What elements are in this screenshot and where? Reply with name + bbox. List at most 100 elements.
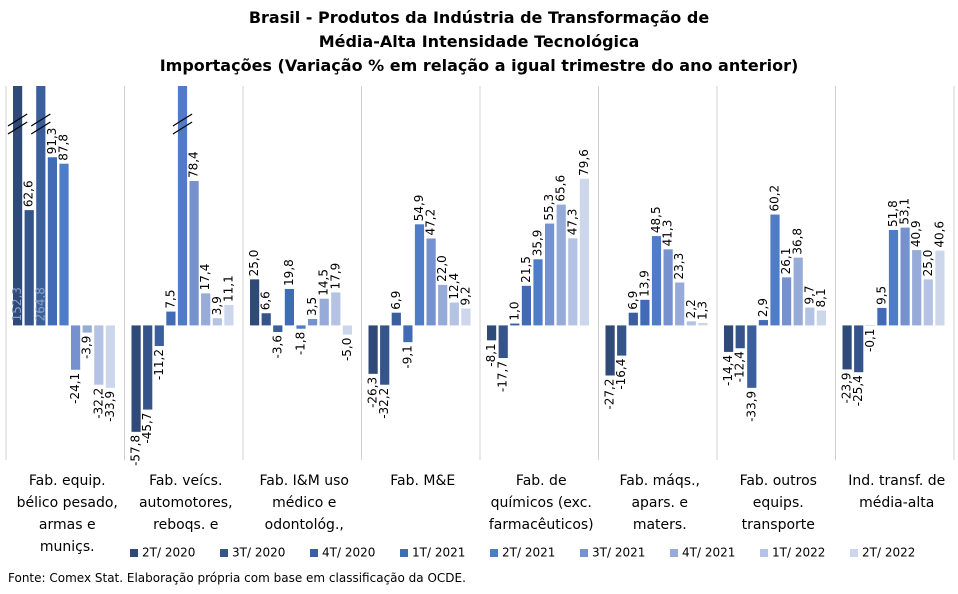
data-label: 17,4 <box>198 264 212 291</box>
data-label: 51,8 <box>886 200 900 227</box>
data-label: -27,2 <box>603 378 617 409</box>
data-label: 54,9 <box>412 195 426 222</box>
data-label: 47,2 <box>424 209 438 236</box>
bar <box>545 223 555 326</box>
x-tick-label: Fab. veícs. automotores, reboqs. e <box>138 473 233 533</box>
x-tick-label: Ind. transf. de média-alta <box>848 473 946 511</box>
data-label: 65,6 <box>554 175 568 202</box>
data-label: 1,0 <box>507 301 521 320</box>
bar <box>628 312 638 326</box>
bar <box>403 325 413 343</box>
bar <box>758 320 768 326</box>
data-label: -17,7 <box>496 361 510 392</box>
legend-swatch <box>490 549 498 557</box>
bar <box>82 325 92 333</box>
data-label: 9,5 <box>874 286 888 305</box>
data-label: 35,9 <box>531 230 545 257</box>
data-label: 17,9 <box>328 263 342 290</box>
data-label: 36,8 <box>791 228 805 255</box>
x-tick-label: Fab. I&M uso médico e odontológ., <box>259 473 349 533</box>
bar <box>212 318 222 326</box>
axis-break <box>7 113 28 127</box>
legend-swatch <box>130 549 138 557</box>
bar <box>36 86 46 326</box>
data-label: -25,4 <box>851 375 865 406</box>
bar <box>449 302 459 326</box>
bar <box>877 307 887 326</box>
bar <box>154 325 164 347</box>
data-label: 22,0 <box>435 255 449 282</box>
data-label: 47,3 <box>565 209 579 236</box>
bar <box>487 325 497 341</box>
data-label: 2,2 <box>684 299 698 318</box>
data-label: 13,9 <box>637 270 651 297</box>
bar <box>617 325 627 356</box>
bar <box>923 279 933 326</box>
bar <box>686 321 696 326</box>
data-label: 21,5 <box>519 256 533 283</box>
bar <box>675 282 685 326</box>
data-label: 8,1 <box>814 288 828 307</box>
bar <box>521 285 531 326</box>
bar <box>94 325 104 385</box>
data-label: -14,4 <box>721 355 735 386</box>
data-label: 79,6 <box>577 149 591 176</box>
bar <box>663 249 673 326</box>
bar <box>747 325 757 388</box>
data-label: 14,5 <box>317 269 331 296</box>
data-label: -5,0 <box>340 338 354 361</box>
data-label: -26,3 <box>366 377 380 408</box>
data-label: 1,3 <box>695 301 709 320</box>
data-label: 6,9 <box>626 291 640 310</box>
data-label: 26,1 <box>779 248 793 275</box>
legend-swatch <box>670 549 678 557</box>
bar <box>556 204 566 326</box>
data-label: -32,2 <box>377 388 391 419</box>
data-label: -3,6 <box>270 335 284 358</box>
data-label: 91,3 <box>45 128 59 155</box>
bar <box>166 311 176 326</box>
data-label: 25,0 <box>247 250 261 277</box>
data-label: 60,2 <box>768 185 782 212</box>
bar <box>510 323 520 326</box>
axis-break <box>30 113 51 127</box>
bar <box>724 325 734 352</box>
bar <box>189 181 199 326</box>
data-label: -9,1 <box>400 345 414 368</box>
bar <box>438 284 448 326</box>
data-label: -23,9 <box>840 372 854 403</box>
data-label: 78,4 <box>187 151 201 178</box>
data-label: 25,0 <box>921 250 935 277</box>
legend-label: 2T/ 2021 <box>502 546 555 560</box>
data-label: 12,4 <box>447 273 461 300</box>
data-label: 7,5 <box>163 290 177 309</box>
legend-label: 3T/ 2021 <box>592 546 645 560</box>
data-label: -12,4 <box>733 351 747 382</box>
bar <box>854 325 864 373</box>
data-label: 11,1 <box>221 275 235 302</box>
bar <box>273 325 283 333</box>
legend-label: 1T/ 2021 <box>412 546 465 560</box>
legend-swatch <box>310 549 318 557</box>
bar <box>13 86 23 326</box>
data-label: 19,8 <box>282 259 296 286</box>
axis-break <box>172 113 193 127</box>
bar <box>308 318 318 326</box>
chart-subtitle: Importações (Variação % em relação a igu… <box>159 56 799 75</box>
axis-break <box>172 121 193 135</box>
data-label: -33,9 <box>103 391 117 422</box>
data-label: 62,6 <box>22 180 36 207</box>
x-tick-label: Fab. máqs., apars. e maters. <box>619 473 700 533</box>
bar <box>579 178 589 326</box>
data-label: 40,6 <box>932 221 946 248</box>
bar <box>805 307 815 326</box>
data-label: 40,9 <box>909 220 923 247</box>
bar <box>143 325 153 410</box>
bar <box>71 325 81 370</box>
data-label: -33,9 <box>744 391 758 422</box>
bar <box>816 310 826 326</box>
legend-label: 2T/ 2020 <box>142 546 195 560</box>
legend-label: 3T/ 2020 <box>232 546 285 560</box>
bar <box>224 304 234 326</box>
